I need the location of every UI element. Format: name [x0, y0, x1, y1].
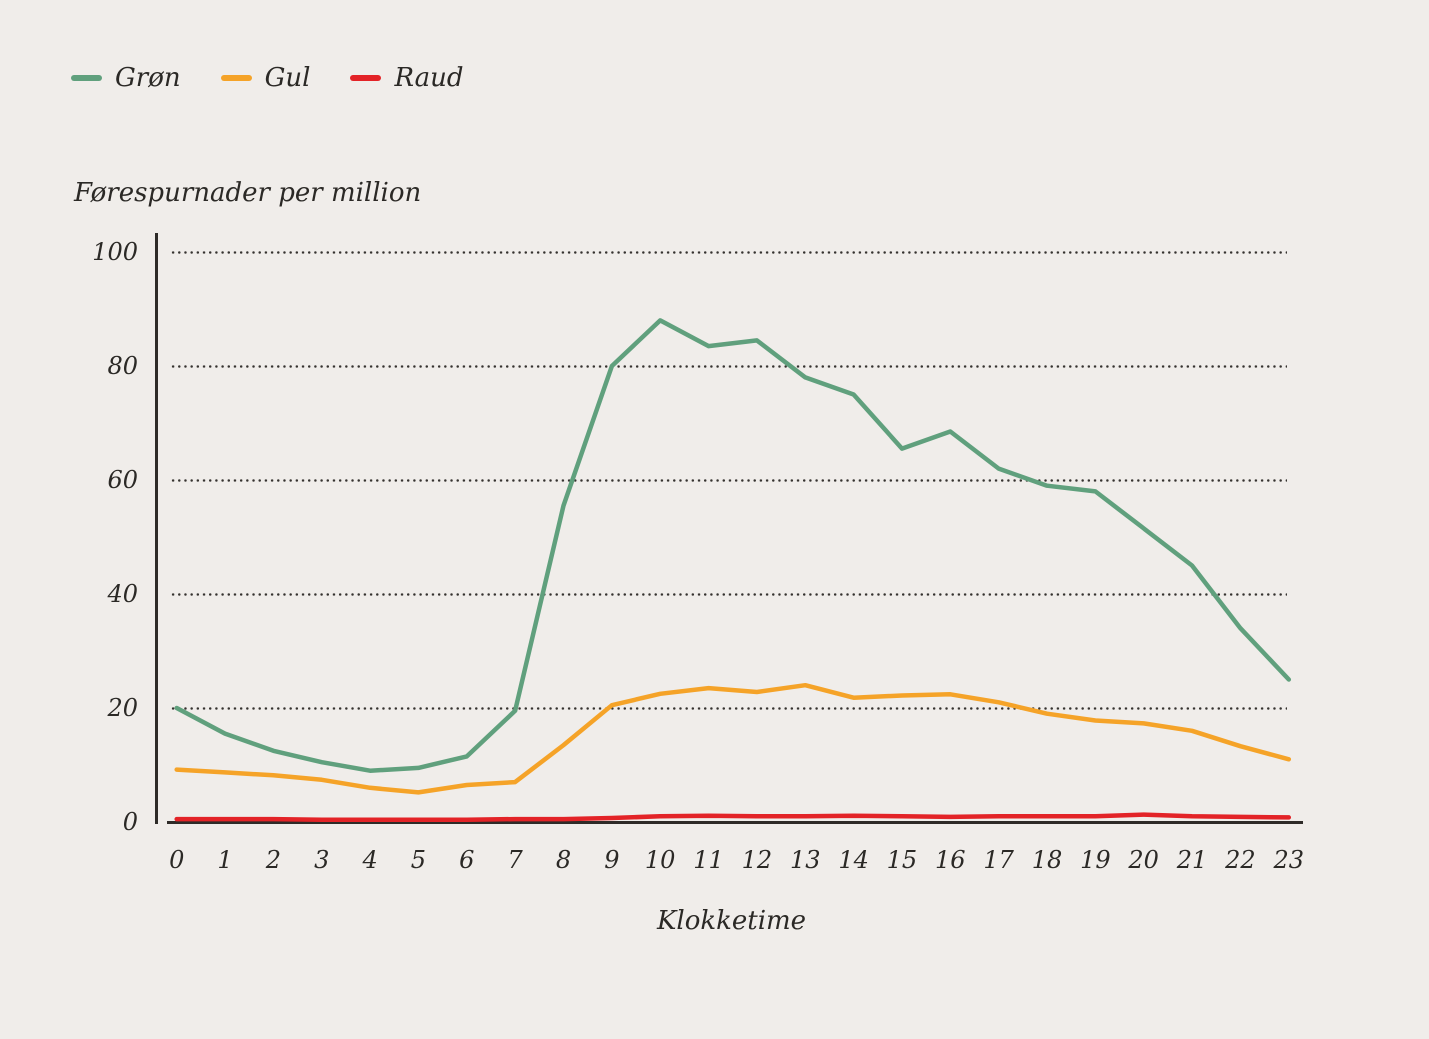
legend-item-1: Gul: [220, 61, 311, 95]
x-tick-label-6: 6: [459, 846, 475, 874]
x-tick-label-20: 20: [1128, 846, 1159, 874]
x-tick-label-18: 18: [1031, 846, 1063, 874]
x-tick-label-12: 12: [741, 846, 773, 874]
x-axis-title: Klokketime: [656, 906, 807, 936]
x-axis-title-row: Klokketime: [158, 906, 1305, 936]
gridline-60: [170, 479, 1287, 482]
gridline-100: [170, 251, 1287, 254]
x-tick-label-10: 10: [644, 846, 676, 874]
plot-area: [155, 233, 1305, 824]
legend-swatch-icon: [220, 75, 252, 81]
x-tick-label-8: 8: [555, 846, 572, 874]
y-tick-label-100: 100: [92, 238, 138, 266]
legend-swatch-icon: [71, 75, 102, 81]
x-tick-label-13: 13: [789, 846, 821, 874]
x-tick-label-17: 17: [983, 846, 1014, 874]
gridline-40: [170, 593, 1287, 596]
x-tick-label-4: 4: [362, 846, 378, 874]
y-tick-label-0: 0: [122, 808, 138, 836]
x-tick-label-5: 5: [410, 846, 427, 874]
legend-label: Gul: [264, 63, 311, 93]
y-axis-title: Førespurnader per million: [74, 178, 422, 208]
legend-swatch-icon: [350, 75, 382, 81]
series-line-Raud: [174, 812, 1292, 822]
chart-legend: Grøn Gul Raud: [71, 61, 464, 95]
y-tick-label-60: 60: [107, 466, 138, 494]
x-tick-label-14: 14: [838, 846, 869, 874]
gridline-20: [170, 707, 1287, 710]
x-tick-label-9: 9: [604, 846, 620, 874]
x-tick-label-15: 15: [886, 846, 918, 874]
y-tick-label-80: 80: [107, 352, 138, 380]
x-tick-label-2: 2: [265, 846, 282, 874]
y-tick-label-40: 40: [107, 580, 138, 608]
x-axis-ticks: 0 1 2 3 4 5 6 7 8 9 10 11 12 13 14 15 16 17 18 19 20 21 22 23: [158, 843, 1305, 879]
legend-item-2: Raud: [350, 61, 464, 95]
x-tick-label-22: 22: [1225, 846, 1256, 874]
x-tick-label-7: 7: [507, 846, 523, 874]
y-tick-label-20: 20: [107, 694, 138, 722]
legend-label: Grøn: [115, 63, 181, 93]
legend-item-0: Grøn: [71, 61, 181, 95]
y-axis-line: [155, 233, 158, 824]
x-tick-label-21: 21: [1176, 846, 1208, 874]
x-tick-label-3: 3: [314, 846, 330, 874]
series-line-Grøn: [174, 318, 1292, 773]
x-axis-line: [167, 821, 1303, 824]
series-line-Gul: [174, 682, 1292, 795]
x-tick-label-23: 23: [1273, 846, 1305, 874]
x-tick-label-19: 19: [1080, 846, 1111, 874]
data-series-lines: [174, 318, 1292, 822]
x-tick-label-0: 0: [169, 846, 185, 874]
gridline-80: [170, 365, 1287, 368]
y-axis-ticks: 100 80 60 40 20 0: [52, 238, 138, 836]
legend-label: Raud: [394, 63, 464, 93]
x-tick-label-16: 16: [935, 846, 966, 874]
x-tick-label-11: 11: [693, 846, 724, 874]
x-tick-label-1: 1: [217, 846, 233, 874]
